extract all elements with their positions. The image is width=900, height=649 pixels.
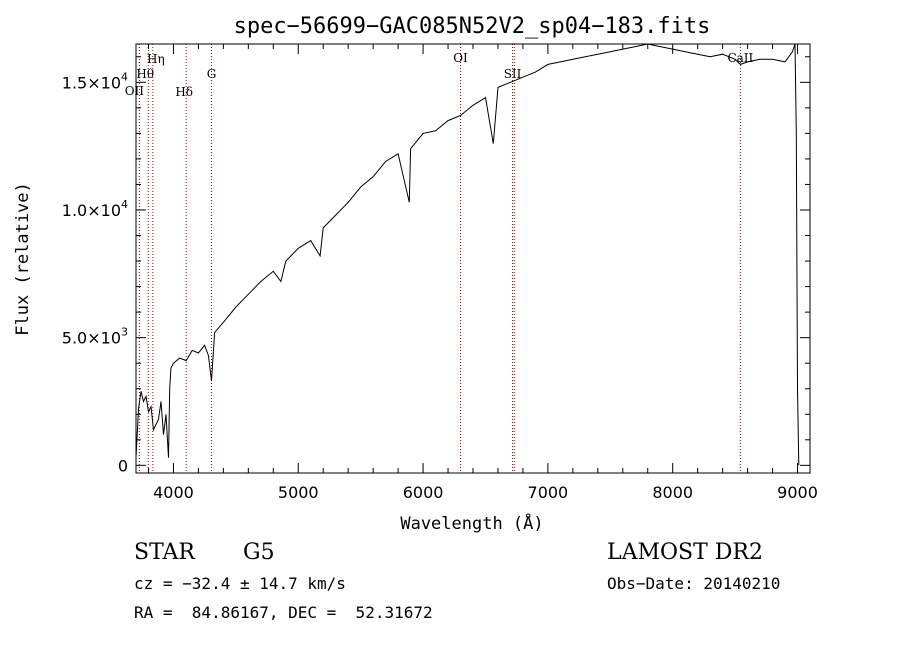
spectral-line-label: OII [125,84,145,98]
x-tick-label: 5000 [278,483,319,502]
spectral-line-label: Hδ [175,85,193,99]
x-tick-label: 8000 [652,483,693,502]
sky-coordinates: RA = 84.86167, DEC = 52.31672 [134,603,433,622]
spectrum-chart: spec−56699−GAC085N52V2_sp04−183.fits HηH… [13,14,818,534]
spectrum-line [135,43,800,466]
x-tick-label: 6000 [403,483,444,502]
x-tick-label: 7000 [528,483,569,502]
redshift-cz: cz = −32.4 ± 14.7 km/s [134,574,346,593]
spectral-line-label: CaII [727,51,753,65]
object-subclass: G5 [243,540,275,565]
plot-frame [135,43,811,474]
y-axis-label: Flux (relative) [13,182,33,336]
spectral-line-label: Hθ [136,67,154,81]
spectral-line-label: G [207,67,217,81]
spectral-line-label: SII [504,67,522,81]
x-axis-label: Wavelength (Å) [400,512,543,534]
x-tick-label: 4000 [153,483,194,502]
spectral-line-label: OI [453,51,468,65]
y-axis: 0 5.0×103 1.0×104 1.5×104 [62,56,810,475]
object-class: STAR [134,540,195,565]
x-tick-label: 9000 [777,483,818,502]
spectral-line-label: Hη [147,52,165,66]
y-tick-label: 1.0×104 [62,198,128,220]
y-tick-label: 0 [118,456,128,475]
x-axis: 4000 5000 6000 7000 8000 9000 [147,44,818,502]
chart-title: spec−56699−GAC085N52V2_sp04−183.fits [234,14,711,39]
y-tick-label: 1.5×104 [62,70,128,92]
observation-date: Obs−Date: 20140210 [607,574,781,593]
y-tick-label: 5.0×103 [62,326,128,348]
survey-name: LAMOST DR2 [607,540,763,565]
